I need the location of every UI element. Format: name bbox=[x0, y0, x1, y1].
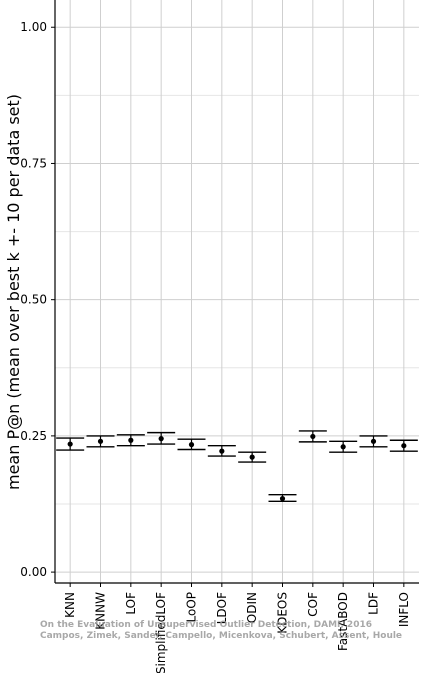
y-tick-label: 0.75 bbox=[20, 156, 47, 170]
watermark-line-1: On the Evaluation of Unsupervised Outlie… bbox=[40, 620, 372, 630]
y-ticks: 0.00 0.25 0.50 0.75 1.00 bbox=[20, 20, 55, 579]
x-tick-label: LDOF bbox=[215, 592, 229, 624]
mean-point-knn bbox=[67, 441, 73, 447]
x-tick-label: LDF bbox=[367, 592, 381, 615]
y-tick-label: 1.00 bbox=[20, 20, 47, 34]
watermark-line-2: Campos, Zimek, Sander, Campello, Micenko… bbox=[40, 631, 403, 641]
x-tick-label: INFLO bbox=[397, 592, 411, 627]
x-tick-label: KNN bbox=[63, 592, 77, 618]
mean-point-ldf bbox=[370, 438, 377, 444]
x-tick-label: KNNW bbox=[94, 592, 108, 630]
mean-point-fastabod bbox=[340, 444, 346, 450]
mean-point-knnw bbox=[97, 438, 104, 444]
x-tick-label: COF bbox=[306, 592, 320, 617]
watermark: On the Evaluation of Unsupervised Outlie… bbox=[40, 620, 424, 642]
mean-point-kdeos bbox=[279, 495, 286, 502]
x-tick-label: FastABOD bbox=[336, 592, 350, 651]
y-tick-label: 0.25 bbox=[20, 429, 47, 443]
mean-point-cof bbox=[310, 433, 316, 440]
x-ticks: KNN KNNW LOF SimplifiedLOF LoOP LDOF ODIN KDEOS… bbox=[63, 583, 411, 673]
y-axis-label: mean P@n (mean over best k +- 10 per dat… bbox=[4, 94, 23, 490]
error-bars bbox=[56, 430, 418, 502]
mean-point-loop bbox=[188, 442, 195, 448]
mean-point-simplifiedlof bbox=[158, 436, 164, 442]
grid bbox=[55, 0, 419, 583]
mean-point-odin bbox=[249, 454, 255, 460]
mean-point-lof bbox=[128, 437, 134, 443]
y-tick-label: 0.50 bbox=[20, 293, 47, 307]
x-tick-label: KDEOS bbox=[276, 592, 290, 634]
mean-point-inflo bbox=[401, 443, 407, 449]
y-tick-label: 0.00 bbox=[20, 565, 47, 579]
x-tick-label: LOF bbox=[124, 592, 138, 615]
x-tick-label: ODIN bbox=[245, 592, 259, 623]
mean-point-ldof bbox=[219, 448, 225, 454]
x-tick-label: SimplifiedLOF bbox=[154, 592, 168, 673]
x-tick-label: LoOP bbox=[185, 592, 199, 623]
plot-background bbox=[55, 0, 419, 583]
axes bbox=[54, 0, 419, 584]
